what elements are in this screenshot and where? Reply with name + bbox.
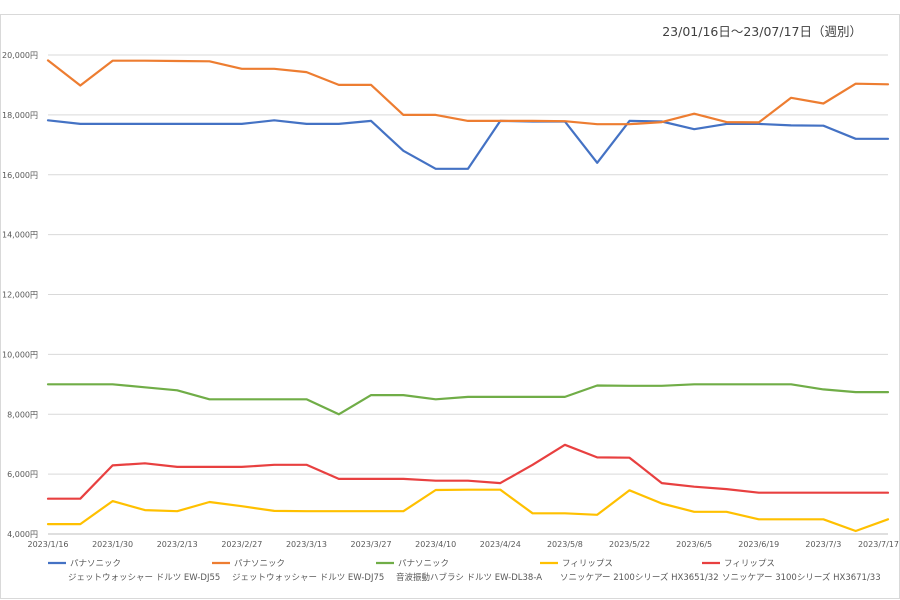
gridlines [48,54,888,535]
x-tick-label: 2023/7/3 [805,540,841,549]
chart-title: 23/01/16日～23/07/17日（週別） [662,24,862,39]
series-line [46,383,890,416]
x-tick-label: 2023/1/30 [92,540,133,549]
x-axis: 2023/1/16 2023/1/30 2023/2/13 2023/2/27 2023… [27,540,899,549]
x-tick-label: 2023/5/22 [609,540,650,549]
legend-product: 音波振動ハブラシ ドルツ EW-DL38-A [396,572,542,583]
series-line [46,488,890,533]
x-tick-label: 2023/7/17 [858,540,899,549]
series-lines [46,59,890,533]
y-tick-label: 12,000円 [2,291,38,300]
y-tick-label: 10,000円 [2,350,38,359]
legend-brand: フィリップス [724,559,775,569]
legend-brand: フィリップス [562,559,613,569]
x-tick-label: 2023/3/13 [286,540,327,549]
series-line [46,443,890,500]
y-tick-label: 16,000円 [2,171,38,180]
y-tick-label: 6,000円 [7,470,38,479]
x-tick-label: 2023/6/19 [738,540,779,549]
x-tick-label: 2023/5/8 [547,540,583,549]
legend-product: ソニッケアー 2100シリーズ HX3651/32 [560,572,719,583]
y-tick-label: 14,000円 [2,231,38,240]
x-tick-label: 2023/1/16 [27,540,68,549]
x-tick-label: 2023/2/27 [221,540,262,549]
y-tick-label: 8,000円 [7,410,38,419]
x-tick-label: 2023/4/24 [480,540,521,549]
chart-border [0,14,900,599]
y-tick-label: 20,000円 [2,51,38,60]
y-tick-label: 4,000円 [7,530,38,539]
legend-product: ジェットウォッシャー ドルツ EW-DJ75 [232,573,384,583]
x-tick-label: 2023/4/10 [415,540,456,549]
x-tick-label: 2023/2/13 [157,540,198,549]
legend-brand: パナソニック [70,559,121,569]
y-axis: 4,000円 6,000円 8,000円 10,000円 12,000円 14,000円 1… [2,51,38,539]
series-line [46,119,890,170]
legend-product: ソニッケアー 3100シリーズ HX3671/33 [722,572,881,583]
x-tick-label: 2023/6/5 [676,540,712,549]
legend-brand: パナソニック [234,559,285,569]
legend-product: ジェットウォッシャー ドルツ EW-DJ55 [68,573,220,583]
legend-brand: パナソニック [398,559,449,569]
x-tick-label: 2023/3/27 [351,540,392,549]
y-tick-label: 18,000円 [2,111,38,120]
series-line [46,59,890,126]
